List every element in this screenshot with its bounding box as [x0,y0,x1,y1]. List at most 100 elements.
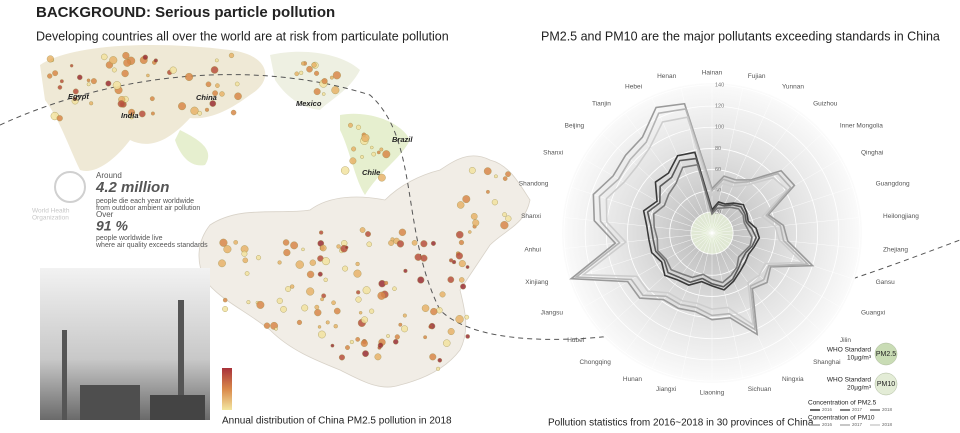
pollution-dot [314,304,320,310]
map-label: India [121,111,139,120]
pollution-dot [323,277,328,282]
pollution-dot [329,75,334,80]
pollution-dot [500,221,509,230]
category-label: Zhejiang [883,246,908,253]
pollution-dot [204,107,210,112]
pollution-dot [105,80,112,87]
pollution-dot [301,247,305,252]
pollution-dot [294,71,300,77]
category-label: Hunan [623,376,643,383]
pollution-dot [462,195,471,204]
pollution-dot [360,339,368,347]
pollution-dot [123,58,132,67]
pollution-dot [505,171,511,177]
chart-title: PM2.5 and PM10 are the major pollutants … [541,29,940,43]
pollution-dot [59,79,64,84]
pollution-dot [333,307,341,315]
pollution-dot [142,54,148,60]
pollution-dot [455,230,464,239]
title: BACKGROUND: Serious particle pollution [36,4,335,21]
who-text: people die each year worldwide [96,198,194,205]
pollution-dot [361,133,370,142]
pollution-dot [377,291,386,300]
category-label: Inner Mongolia [840,123,883,130]
pollution-dot [325,320,330,325]
pollution-dot [77,74,83,81]
legend-year: 2016 [822,422,833,427]
spoke [571,187,713,234]
pollution-dot [456,201,465,209]
pollution-dot [439,291,446,298]
pollution-dot [362,350,369,357]
pollution-dot [320,297,324,302]
pollution-dot [122,51,130,60]
pollution-dot [209,100,217,107]
who-text: Around [96,171,122,180]
pollution-dot [290,284,295,289]
category-label: Tianjin [592,100,611,107]
pollution-dot [449,258,454,263]
r-tick-label: 140 [715,82,724,88]
who-name: World Health [32,208,70,215]
pollution-dot [402,313,407,318]
pollution-dot [283,248,291,257]
pollution-dot [263,322,271,329]
pollution-dot [355,124,362,130]
pollution-dot [460,283,467,290]
category-label: Chongqing [579,359,611,366]
category-label: Guangxi [861,310,885,317]
pollution-dot [355,261,360,267]
spoke [711,232,841,308]
pollution-dot [377,173,386,182]
pollution-dot [319,230,324,235]
pollution-dot [386,334,390,338]
pollution-dot [190,106,199,115]
pollution-dot [340,166,350,175]
pollution-dot [274,327,278,331]
pollution-dot [362,286,371,295]
category-label: Hubei [567,337,584,344]
pollution-dot [458,260,466,268]
pollution-dot [465,334,470,339]
pollution-dot [306,65,313,73]
pollution-dot [371,151,376,157]
map-label: China [196,93,217,102]
pollution-dot [384,280,389,286]
r-tick-label: 60 [715,167,721,173]
spoke [571,232,713,279]
pollution-dot [321,92,326,96]
chimney [178,300,184,420]
map-label: Brazil [392,135,413,144]
category-label: Ningxia [782,376,804,383]
spoke [711,232,773,369]
pollution-dot [369,308,375,314]
pollution-dot [485,189,490,194]
pollution-dot [420,240,428,248]
pollution-dot [505,215,512,222]
category-label: Hebei [625,84,642,91]
pollution-dot [255,255,262,261]
pollution-dot [317,325,322,329]
pollution-dot [306,287,315,296]
pollution-dot [282,239,290,246]
pollution-dot [398,322,403,327]
chart-caption: Pollution statistics from 2016~2018 in 3… [548,418,814,429]
who-name: Organization [32,215,69,222]
category-label: Shandong [519,180,549,187]
pollution-dot [344,245,349,250]
pollution-dot [333,324,338,329]
pollution-dot [430,240,436,246]
pollution-dot [376,150,381,155]
spoke [711,133,823,234]
pollution-dot [214,58,219,63]
category-label: Qinghai [861,150,883,157]
spoke [711,187,853,234]
spoke [711,232,743,378]
pollution-dot [447,276,455,284]
r-tick-label: 120 [715,104,724,110]
pollution-dot [379,147,384,152]
pollution-dot [455,252,463,260]
map-caption: Annual distribution of China PM2.5 pollu… [222,416,452,427]
pollution-dot [169,66,177,74]
pollution-dot [309,259,316,266]
